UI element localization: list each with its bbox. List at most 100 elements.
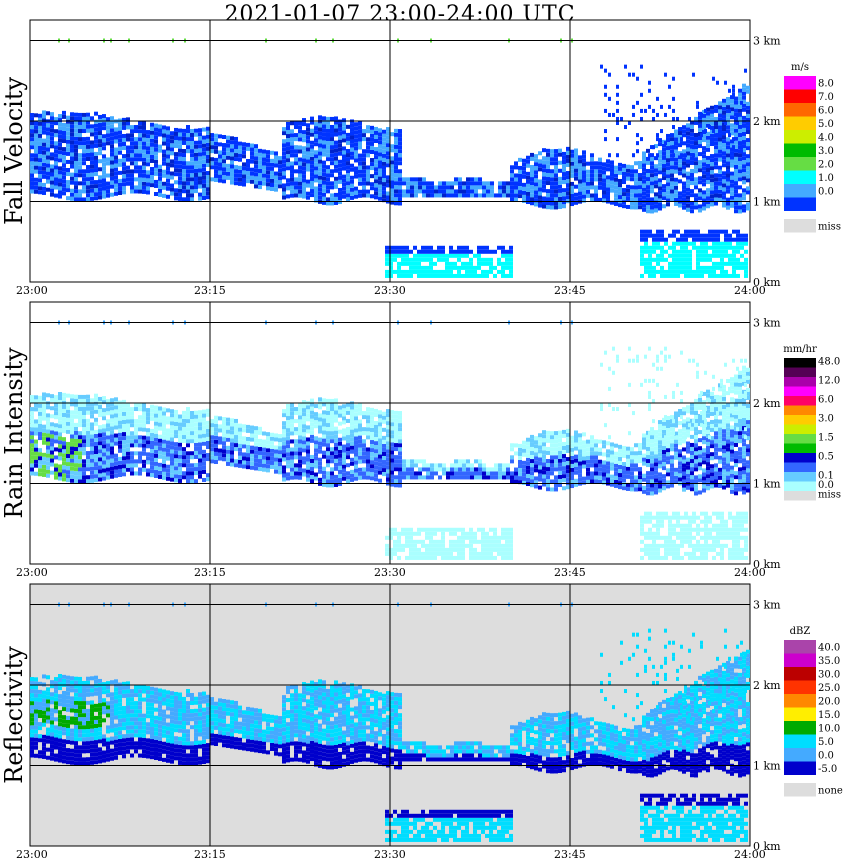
legend-swatch [784,143,816,157]
x-tick-label: 24:00 [734,848,766,861]
panel-fall_velocity: 23:00 23:15 23:30 23:45 24:000 km 1 km 2 km 3 k… [0,19,841,297]
legend-label: 2.0 [818,160,834,171]
y-tick-label: 0 km [753,276,781,289]
legend-label: 0.5 [818,452,834,463]
y-tick-label: 1 km [753,196,781,209]
legend: dBZ 40.0 35.0 30.0 25.0 20.0 15.0 10.0 5.0 0.0 -5.… [784,626,843,797]
legend-swatch [784,184,816,198]
legend-swatch [784,76,816,90]
panel-label: Reflectivity [0,646,28,784]
legend-label: 12.0 [818,376,840,387]
legend-label: miss [818,222,841,233]
echo-field [30,602,750,842]
legend-swatch [784,434,816,444]
panel-rain_intensity: 23:00 23:15 23:30 23:45 24:000 km 1 km 2 km 3 k… [0,301,841,579]
x-tick-label: 23:15 [194,848,226,861]
x-tick-label: 23:30 [374,284,406,297]
legend-label: 35.0 [818,656,840,667]
x-tick-label: 23:15 [194,284,226,297]
legend-swatch [784,367,816,377]
x-tick-label: 24:00 [734,566,766,579]
x-tick-label: 23:45 [554,284,586,297]
legend-swatch [784,116,816,130]
grid [30,302,750,564]
legend-swatch [784,424,816,434]
legend-unit: dBZ [790,626,811,637]
legend-swatch [784,396,816,406]
y-tick-label: 0 km [753,840,781,853]
legend-swatch [784,443,816,453]
legend-swatch [784,415,816,425]
legend-unit: m/s [791,62,809,73]
legend-label: 3.0 [818,414,834,425]
y-tick-label: 0 km [753,558,781,571]
y-tick-label: 2 km [753,679,781,692]
y-tick-label: 3 km [753,317,781,330]
legend-swatch [784,694,816,708]
legend-swatch [784,748,816,762]
legend-swatch [784,377,816,387]
legend-swatch [784,103,816,117]
legend-swatch [784,89,816,103]
legend-swatch [784,462,816,472]
legend-label: 0.1 [818,471,834,482]
panel-label: Fall Velocity [0,77,28,226]
x-tick-label: 23:45 [554,566,586,579]
y-tick-label: 2 km [753,397,781,410]
legend-unit: mm/hr [783,344,817,355]
legend-swatch [784,219,816,233]
legend-label: 0.0 [818,480,834,491]
echo-field [30,38,750,278]
legend-label: 6.0 [818,395,834,406]
x-tick-label: 23:30 [374,848,406,861]
legend-swatch [784,667,816,681]
legend-label: 48.0 [818,357,840,368]
x-tick-label: 23:00 [16,848,48,861]
legend-swatch [784,453,816,463]
y-tick-label: 1 km [753,478,781,491]
legend-label: 10.0 [818,724,840,735]
legend-swatch [784,130,816,144]
legend-label: 25.0 [818,683,840,694]
legend-swatch [784,472,816,482]
panel-reflectivity: 23:00 23:15 23:30 23:45 24:000 km 1 km 2 km 3 k… [0,583,843,861]
x-tick-label: 23:00 [16,566,48,579]
legend-label: 1.5 [818,433,834,444]
legend-label: 5.0 [818,737,834,748]
legend-swatch [784,358,816,368]
legend-label: 1.0 [818,173,834,184]
legend-label: 5.0 [818,119,834,130]
legend-label: 0.0 [818,751,834,762]
legend-swatch [784,386,816,396]
legend-swatch [784,157,816,171]
legend-swatch [784,721,816,735]
legend-swatch [784,761,816,775]
legend-swatch [784,734,816,748]
legend-label: 40.0 [818,643,840,654]
legend-swatch [784,197,816,211]
legend-label: 0.0 [818,187,834,198]
y-tick-label: 2 km [753,115,781,128]
x-tick-label: 24:00 [734,284,766,297]
y-tick-label: 1 km [753,760,781,773]
legend-swatch [784,405,816,415]
legend: m/s 8.0 7.0 6.0 5.0 4.0 3.0 2.0 1.0 0.0 miss [784,62,841,233]
legend-label: 15.0 [818,710,840,721]
x-tick-label: 23:00 [16,284,48,297]
legend-swatch [784,707,816,721]
echo-field [30,320,750,560]
x-tick-label: 23:45 [554,848,586,861]
legend-label: 30.0 [818,670,840,681]
legend-swatch [784,653,816,667]
legend-label: none [818,786,843,797]
x-tick-label: 23:15 [194,566,226,579]
legend-label: -5.0 [818,764,837,775]
legend-label: 3.0 [818,146,834,157]
legend-label: 8.0 [818,79,834,90]
legend-label: 7.0 [818,92,834,103]
legend-label: 6.0 [818,106,834,117]
panel-label: Rain Intensity [0,347,28,519]
legend-swatch [784,640,816,654]
